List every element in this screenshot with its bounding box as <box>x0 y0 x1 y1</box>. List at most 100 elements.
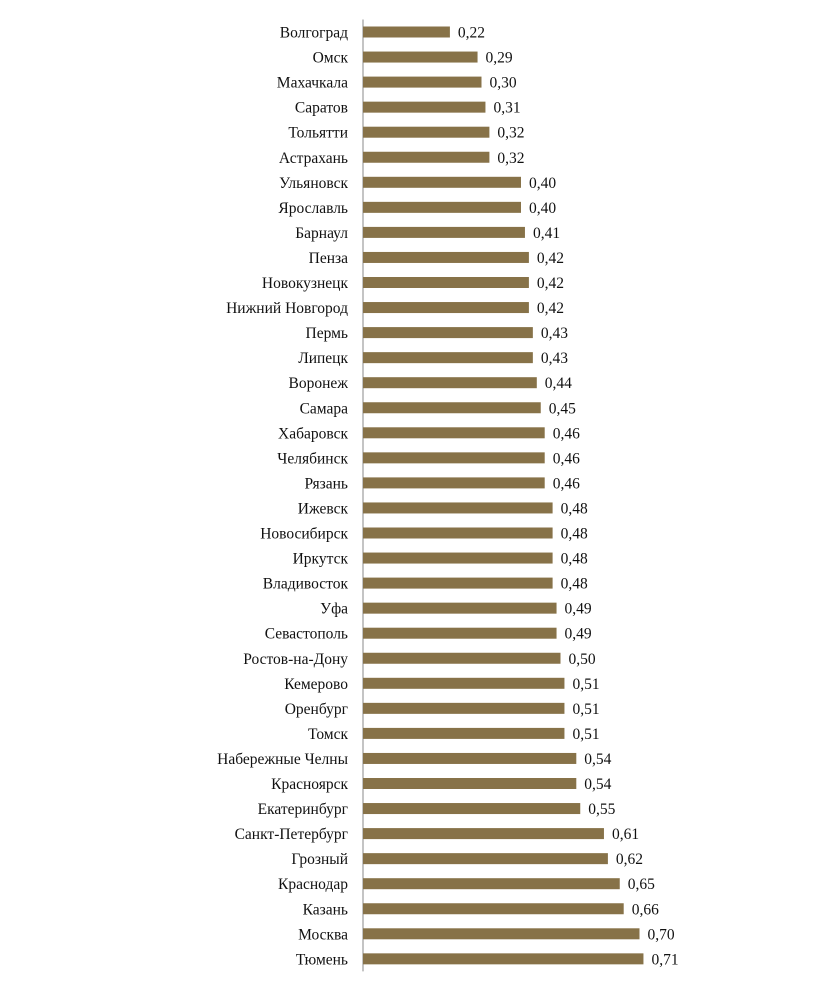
category-label: Томск <box>308 726 348 743</box>
category-label: Волгоград <box>280 25 348 42</box>
bar <box>363 928 640 940</box>
value-label: 0,29 <box>486 50 513 67</box>
category-label: Липецк <box>298 350 348 367</box>
category-label: Кемерово <box>284 676 348 693</box>
category-label: Владивосток <box>263 576 349 593</box>
bar <box>363 878 620 890</box>
bar <box>363 702 565 714</box>
bar-row: Челябинск 0,46 <box>277 450 580 467</box>
bar <box>363 101 486 113</box>
bar-row: Пенза 0,42 <box>309 250 564 267</box>
bar <box>363 502 553 514</box>
bar-row: Барнаул 0,41 <box>295 225 560 242</box>
bar <box>363 151 490 163</box>
bar-row: Кемерово 0,51 <box>284 676 599 693</box>
category-label: Воронеж <box>289 375 349 392</box>
bar-row: Ижевск 0,48 <box>298 500 588 517</box>
category-label: Рязань <box>304 475 348 492</box>
bar <box>363 126 490 138</box>
bar <box>363 727 565 739</box>
category-label: Ростов-на-Дону <box>243 651 348 668</box>
category-label: Москва <box>298 926 348 943</box>
value-label: 0,32 <box>497 125 524 142</box>
category-label: Тюмень <box>296 951 348 968</box>
value-label: 0,55 <box>588 801 615 818</box>
bar-row: Иркутск 0,48 <box>293 551 588 568</box>
bar-row: Рязань 0,46 <box>304 475 580 492</box>
bar-row: Краснодар 0,65 <box>278 876 655 893</box>
bar-row: Омск 0,29 <box>313 50 513 67</box>
value-label: 0,30 <box>490 75 517 92</box>
bar-row: Казань 0,66 <box>303 901 659 918</box>
category-label: Пермь <box>306 325 348 342</box>
category-label: Грозный <box>291 851 348 868</box>
bar <box>363 627 557 639</box>
bar-row: Новокузнецк 0,42 <box>262 275 564 292</box>
bar <box>363 302 529 314</box>
bar <box>363 402 541 414</box>
value-label: 0,54 <box>584 776 611 793</box>
bar <box>363 176 521 188</box>
value-label: 0,51 <box>572 726 599 743</box>
bar <box>363 903 624 915</box>
bar-row: Ульяновск 0,40 <box>279 175 556 192</box>
bar-row: Новосибирск 0,48 <box>260 526 588 543</box>
value-label: 0,41 <box>533 225 560 242</box>
value-label: 0,44 <box>545 375 572 392</box>
category-label: Махачкала <box>277 75 348 92</box>
value-label: 0,51 <box>572 701 599 718</box>
bar <box>363 427 545 439</box>
category-label: Барнаул <box>295 225 348 242</box>
bar <box>363 527 553 539</box>
category-label: Новокузнецк <box>262 275 349 292</box>
category-label: Хабаровск <box>278 425 348 442</box>
bar-row: Саратов 0,31 <box>295 100 521 117</box>
bar-row: Пермь 0,43 <box>306 325 569 342</box>
bar <box>363 201 521 213</box>
category-label: Иркутск <box>293 551 349 568</box>
bar <box>363 251 529 263</box>
bar-row: Хабаровск 0,46 <box>278 425 580 442</box>
category-label: Екатеринбург <box>258 801 348 818</box>
value-label: 0,54 <box>584 751 611 768</box>
category-label: Оренбург <box>285 701 348 718</box>
category-label: Челябинск <box>277 450 348 467</box>
bar <box>363 577 553 589</box>
bar <box>363 51 478 63</box>
bar-row: Самара 0,45 <box>300 400 577 417</box>
bar-row: Нижний Новгород 0,42 <box>226 300 564 317</box>
value-label: 0,66 <box>632 901 659 918</box>
value-label: 0,46 <box>553 475 580 492</box>
bar <box>363 352 533 364</box>
category-label: Тольятти <box>288 125 348 142</box>
category-label: Ульяновск <box>279 175 348 192</box>
bar <box>363 477 545 489</box>
category-label: Нижний Новгород <box>226 300 348 317</box>
value-label: 0,42 <box>537 275 564 292</box>
bar-row: Волгоград 0,22 <box>280 25 485 42</box>
value-label: 0,48 <box>561 551 588 568</box>
category-label: Казань <box>303 901 348 918</box>
bar <box>363 803 581 815</box>
value-label: 0,71 <box>651 951 678 968</box>
bar-row: Воронеж 0,44 <box>289 375 573 392</box>
bar-row: Томск 0,51 <box>308 726 600 743</box>
bar-row: Ростов-на-Дону 0,50 <box>243 651 596 668</box>
category-label: Набережные Челны <box>217 751 348 768</box>
value-label: 0,51 <box>572 676 599 693</box>
value-label: 0,65 <box>628 876 655 893</box>
bar-row: Владивосток 0,48 <box>263 576 588 593</box>
value-label: 0,43 <box>541 325 568 342</box>
value-label: 0,40 <box>529 200 556 217</box>
category-label: Омск <box>313 50 349 67</box>
bars-group: Волгоград 0,22 Омск 0,29 Махачкала 0,30 Сарато… <box>217 25 678 969</box>
category-label: Красноярск <box>271 776 348 793</box>
value-label: 0,70 <box>648 926 675 943</box>
bar <box>363 953 644 965</box>
bar <box>363 677 565 689</box>
category-label: Самара <box>300 400 349 417</box>
bar <box>363 652 561 664</box>
value-label: 0,46 <box>553 450 580 467</box>
value-label: 0,49 <box>565 601 592 618</box>
category-label: Севастополь <box>265 626 348 643</box>
